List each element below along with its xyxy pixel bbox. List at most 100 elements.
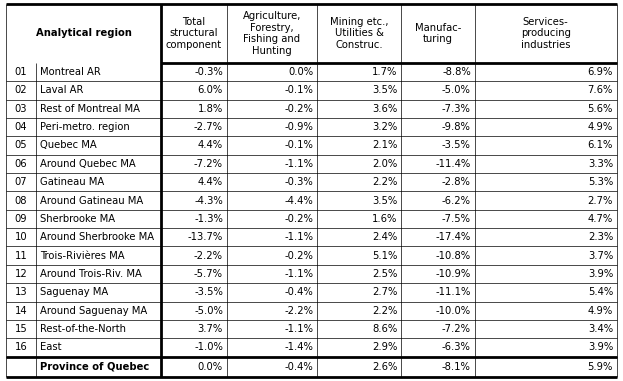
Text: 12: 12 [14, 269, 27, 279]
Text: -6.2%: -6.2% [442, 195, 471, 205]
Text: 13: 13 [14, 287, 27, 298]
Text: Laval AR: Laval AR [40, 85, 83, 95]
Text: -8.1%: -8.1% [442, 362, 471, 372]
Text: -2.2%: -2.2% [194, 251, 223, 261]
Text: -0.1%: -0.1% [284, 85, 313, 95]
Text: Around Sherbrooke MA: Around Sherbrooke MA [40, 232, 154, 242]
Text: 2.0%: 2.0% [373, 159, 397, 169]
Text: 2.2%: 2.2% [372, 177, 397, 187]
Text: 15: 15 [14, 324, 27, 334]
Text: -1.1%: -1.1% [284, 324, 313, 334]
Text: Manufac-
turing: Manufac- turing [415, 22, 461, 44]
Text: -1.0%: -1.0% [194, 343, 223, 352]
Text: 09: 09 [14, 214, 27, 224]
Text: 1.6%: 1.6% [372, 214, 397, 224]
Text: -7.5%: -7.5% [442, 214, 471, 224]
Text: -7.2%: -7.2% [194, 159, 223, 169]
Text: Saguenay MA: Saguenay MA [40, 287, 108, 298]
Text: -1.4%: -1.4% [284, 343, 313, 352]
Text: -3.5%: -3.5% [194, 287, 223, 298]
Text: 5.4%: 5.4% [587, 287, 613, 298]
Text: -10.9%: -10.9% [435, 269, 471, 279]
Text: Quebec MA: Quebec MA [40, 141, 97, 150]
Text: 02: 02 [14, 85, 27, 95]
Text: -11.4%: -11.4% [435, 159, 471, 169]
Text: 2.2%: 2.2% [372, 306, 397, 316]
Text: 5.3%: 5.3% [587, 177, 613, 187]
Text: Mining etc.,
Utilities &
Construc.: Mining etc., Utilities & Construc. [330, 17, 388, 50]
Text: 14: 14 [14, 306, 27, 316]
Text: -10.0%: -10.0% [435, 306, 471, 316]
Text: -0.9%: -0.9% [284, 122, 313, 132]
Text: 5.6%: 5.6% [587, 104, 613, 114]
Text: 06: 06 [14, 159, 27, 169]
Text: 6.9%: 6.9% [587, 67, 613, 77]
Text: -17.4%: -17.4% [435, 232, 471, 242]
Text: -5.7%: -5.7% [194, 269, 223, 279]
Text: 3.4%: 3.4% [588, 324, 613, 334]
Text: -1.1%: -1.1% [284, 269, 313, 279]
Text: 2.7%: 2.7% [587, 195, 613, 205]
Text: -0.2%: -0.2% [284, 251, 313, 261]
Text: Trois-Rivières MA: Trois-Rivières MA [40, 251, 125, 261]
Text: -5.0%: -5.0% [194, 306, 223, 316]
Text: 4.9%: 4.9% [587, 306, 613, 316]
Text: 3.2%: 3.2% [373, 122, 397, 132]
Text: Montreal AR: Montreal AR [40, 67, 101, 77]
Text: 11: 11 [14, 251, 27, 261]
Text: -0.1%: -0.1% [284, 141, 313, 150]
Text: -7.2%: -7.2% [442, 324, 471, 334]
Text: 6.1%: 6.1% [587, 141, 613, 150]
Text: -1.1%: -1.1% [284, 159, 313, 169]
Text: 4.4%: 4.4% [197, 177, 223, 187]
Text: 08: 08 [14, 195, 27, 205]
Text: Sherbrooke MA: Sherbrooke MA [40, 214, 115, 224]
Text: Services-
producing
industries: Services- producing industries [521, 17, 571, 50]
Text: 4.4%: 4.4% [197, 141, 223, 150]
Text: 3.6%: 3.6% [373, 104, 397, 114]
Text: -2.2%: -2.2% [284, 306, 313, 316]
Text: -1.3%: -1.3% [194, 214, 223, 224]
Text: 3.3%: 3.3% [588, 159, 613, 169]
Text: 3.5%: 3.5% [373, 195, 397, 205]
Text: -2.7%: -2.7% [194, 122, 223, 132]
Text: Agriculture,
Forestry,
Fishing and
Hunting: Agriculture, Forestry, Fishing and Hunti… [242, 11, 301, 56]
Text: 10: 10 [14, 232, 27, 242]
Text: 2.9%: 2.9% [372, 343, 397, 352]
Text: East: East [40, 343, 62, 352]
Text: -5.0%: -5.0% [442, 85, 471, 95]
Text: 3.5%: 3.5% [373, 85, 397, 95]
Text: 04: 04 [14, 122, 27, 132]
Text: 5.1%: 5.1% [372, 251, 397, 261]
Text: 3.7%: 3.7% [197, 324, 223, 334]
Text: -8.8%: -8.8% [442, 67, 471, 77]
Text: Rest-of-the-North: Rest-of-the-North [40, 324, 126, 334]
Text: 2.7%: 2.7% [372, 287, 397, 298]
Text: 05: 05 [14, 141, 27, 150]
Text: Province of Quebec: Province of Quebec [40, 362, 149, 372]
Text: -0.4%: -0.4% [285, 287, 313, 298]
Text: Around Trois-Riv. MA: Around Trois-Riv. MA [40, 269, 142, 279]
Text: Total
structural
component: Total structural component [166, 17, 222, 50]
Text: Gatineau MA: Gatineau MA [40, 177, 104, 187]
Text: 2.1%: 2.1% [372, 141, 397, 150]
Text: -0.3%: -0.3% [285, 177, 313, 187]
Text: 2.3%: 2.3% [587, 232, 613, 242]
Text: 0.0%: 0.0% [197, 362, 223, 372]
Text: -7.3%: -7.3% [442, 104, 471, 114]
Text: 4.7%: 4.7% [587, 214, 613, 224]
Text: -1.1%: -1.1% [284, 232, 313, 242]
Text: -0.4%: -0.4% [285, 362, 313, 372]
Text: Around Saguenay MA: Around Saguenay MA [40, 306, 147, 316]
Text: -9.8%: -9.8% [442, 122, 471, 132]
Text: 2.4%: 2.4% [373, 232, 397, 242]
Text: -10.8%: -10.8% [435, 251, 471, 261]
Text: 01: 01 [14, 67, 27, 77]
Text: 07: 07 [14, 177, 27, 187]
Text: 7.6%: 7.6% [587, 85, 613, 95]
Text: 2.6%: 2.6% [372, 362, 397, 372]
Text: -13.7%: -13.7% [188, 232, 223, 242]
Text: 3.9%: 3.9% [587, 343, 613, 352]
Text: -4.4%: -4.4% [285, 195, 313, 205]
Text: Peri-metro. region: Peri-metro. region [40, 122, 130, 132]
